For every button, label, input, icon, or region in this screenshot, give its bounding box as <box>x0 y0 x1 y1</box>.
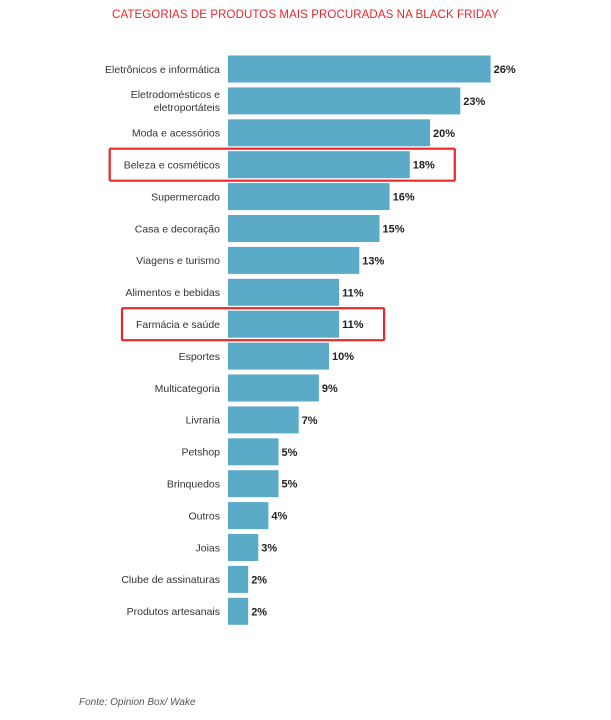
source-note: Fonte: Opinion Box/ Wake <box>79 697 196 708</box>
category-label-esportes: Esportes <box>179 351 220 363</box>
value-label-eletrodomesticos-e-eletroportateis: 23% <box>463 96 485 108</box>
category-label-moda-e-acessorios: Moda e acessórios <box>132 128 220 140</box>
value-label-moda-e-acessorios: 20% <box>433 128 455 140</box>
value-label-viagens-e-turismo: 13% <box>362 255 384 267</box>
category-label-outros: Outros <box>188 510 220 522</box>
chart-title: CATEGORIAS DE PRODUTOS MAIS PROCURADAS N… <box>112 9 499 21</box>
category-label-farmacia-e-saude: Farmácia e saúde <box>136 319 220 331</box>
category-label-joias: Joias <box>195 542 220 554</box>
bar-viagens-e-turismo <box>228 246 360 274</box>
category-label-livraria: Livraria <box>186 415 221 427</box>
bar-multicategoria <box>228 374 319 402</box>
category-label-viagens-e-turismo: Viagens e turismo <box>136 255 220 267</box>
bar-brinquedos <box>228 470 279 498</box>
bar-moda-e-acessorios <box>228 119 430 147</box>
bar-alimentos-e-bebidas <box>228 278 340 306</box>
category-label-casa-e-decoracao: Casa e decoração <box>135 223 220 235</box>
value-label-esportes: 10% <box>332 351 354 363</box>
category-label-alimentos-e-bebidas: Alimentos e bebidas <box>125 287 220 299</box>
highlight-box-beleza-e-cosmeticos <box>108 147 456 182</box>
value-label-outros: 4% <box>271 511 287 523</box>
highlight-box-farmacia-e-saude <box>120 307 386 342</box>
value-label-alimentos-e-bebidas: 11% <box>342 287 364 299</box>
category-label-supermercado: Supermercado <box>151 191 220 203</box>
value-label-beleza-e-cosmeticos: 18% <box>413 160 435 172</box>
bar-outros <box>228 502 269 530</box>
value-label-supermercado: 16% <box>393 192 415 204</box>
value-label-farmacia-e-saude: 11% <box>342 319 364 331</box>
bar-eletronicos-e-informatica <box>228 55 491 83</box>
value-label-multicategoria: 9% <box>322 383 338 395</box>
value-label-joias: 3% <box>261 543 277 555</box>
bar-clube-de-assinaturas <box>228 565 249 593</box>
category-label-eletrodomesticos-e-eletroportateis: Eletrodomésticos e eletroportáteis <box>131 89 220 114</box>
category-label-produtos-artesanais: Produtos artesanais <box>127 606 220 618</box>
bar-produtos-artesanais <box>228 597 249 625</box>
bar-petshop <box>228 438 279 466</box>
value-label-brinquedos: 5% <box>282 479 298 491</box>
bar-farmacia-e-saude <box>228 310 340 338</box>
value-label-livraria: 7% <box>302 415 318 427</box>
bar-esportes <box>228 342 329 370</box>
bar-supermercado <box>228 183 390 211</box>
value-label-produtos-artesanais: 2% <box>251 606 267 618</box>
bar-casa-e-decoracao <box>228 215 380 242</box>
bar-beleza-e-cosmeticos <box>228 151 410 179</box>
bar-joias <box>228 534 259 561</box>
value-label-casa-e-decoracao: 15% <box>383 224 405 236</box>
category-label-beleza-e-cosmeticos: Beleza e cosméticos <box>124 160 220 172</box>
value-label-eletronicos-e-informatica: 26% <box>494 64 516 76</box>
bar-eletrodomesticos-e-eletroportateis <box>228 87 461 115</box>
category-label-clube-de-assinaturas: Clube de assinaturas <box>121 574 220 586</box>
value-label-clube-de-assinaturas: 2% <box>251 574 267 586</box>
category-label-multicategoria: Multicategoria <box>155 383 221 395</box>
category-label-petshop: Petshop <box>181 447 220 459</box>
category-label-brinquedos: Brinquedos <box>167 479 220 491</box>
category-label-eletronicos-e-informatica: Eletrônicos e informática <box>105 64 220 76</box>
bar-chart: Eletrônicos e informática 26% Eletrodomést… <box>105 55 516 625</box>
bar-livraria <box>228 406 299 434</box>
value-label-petshop: 5% <box>282 447 298 459</box>
